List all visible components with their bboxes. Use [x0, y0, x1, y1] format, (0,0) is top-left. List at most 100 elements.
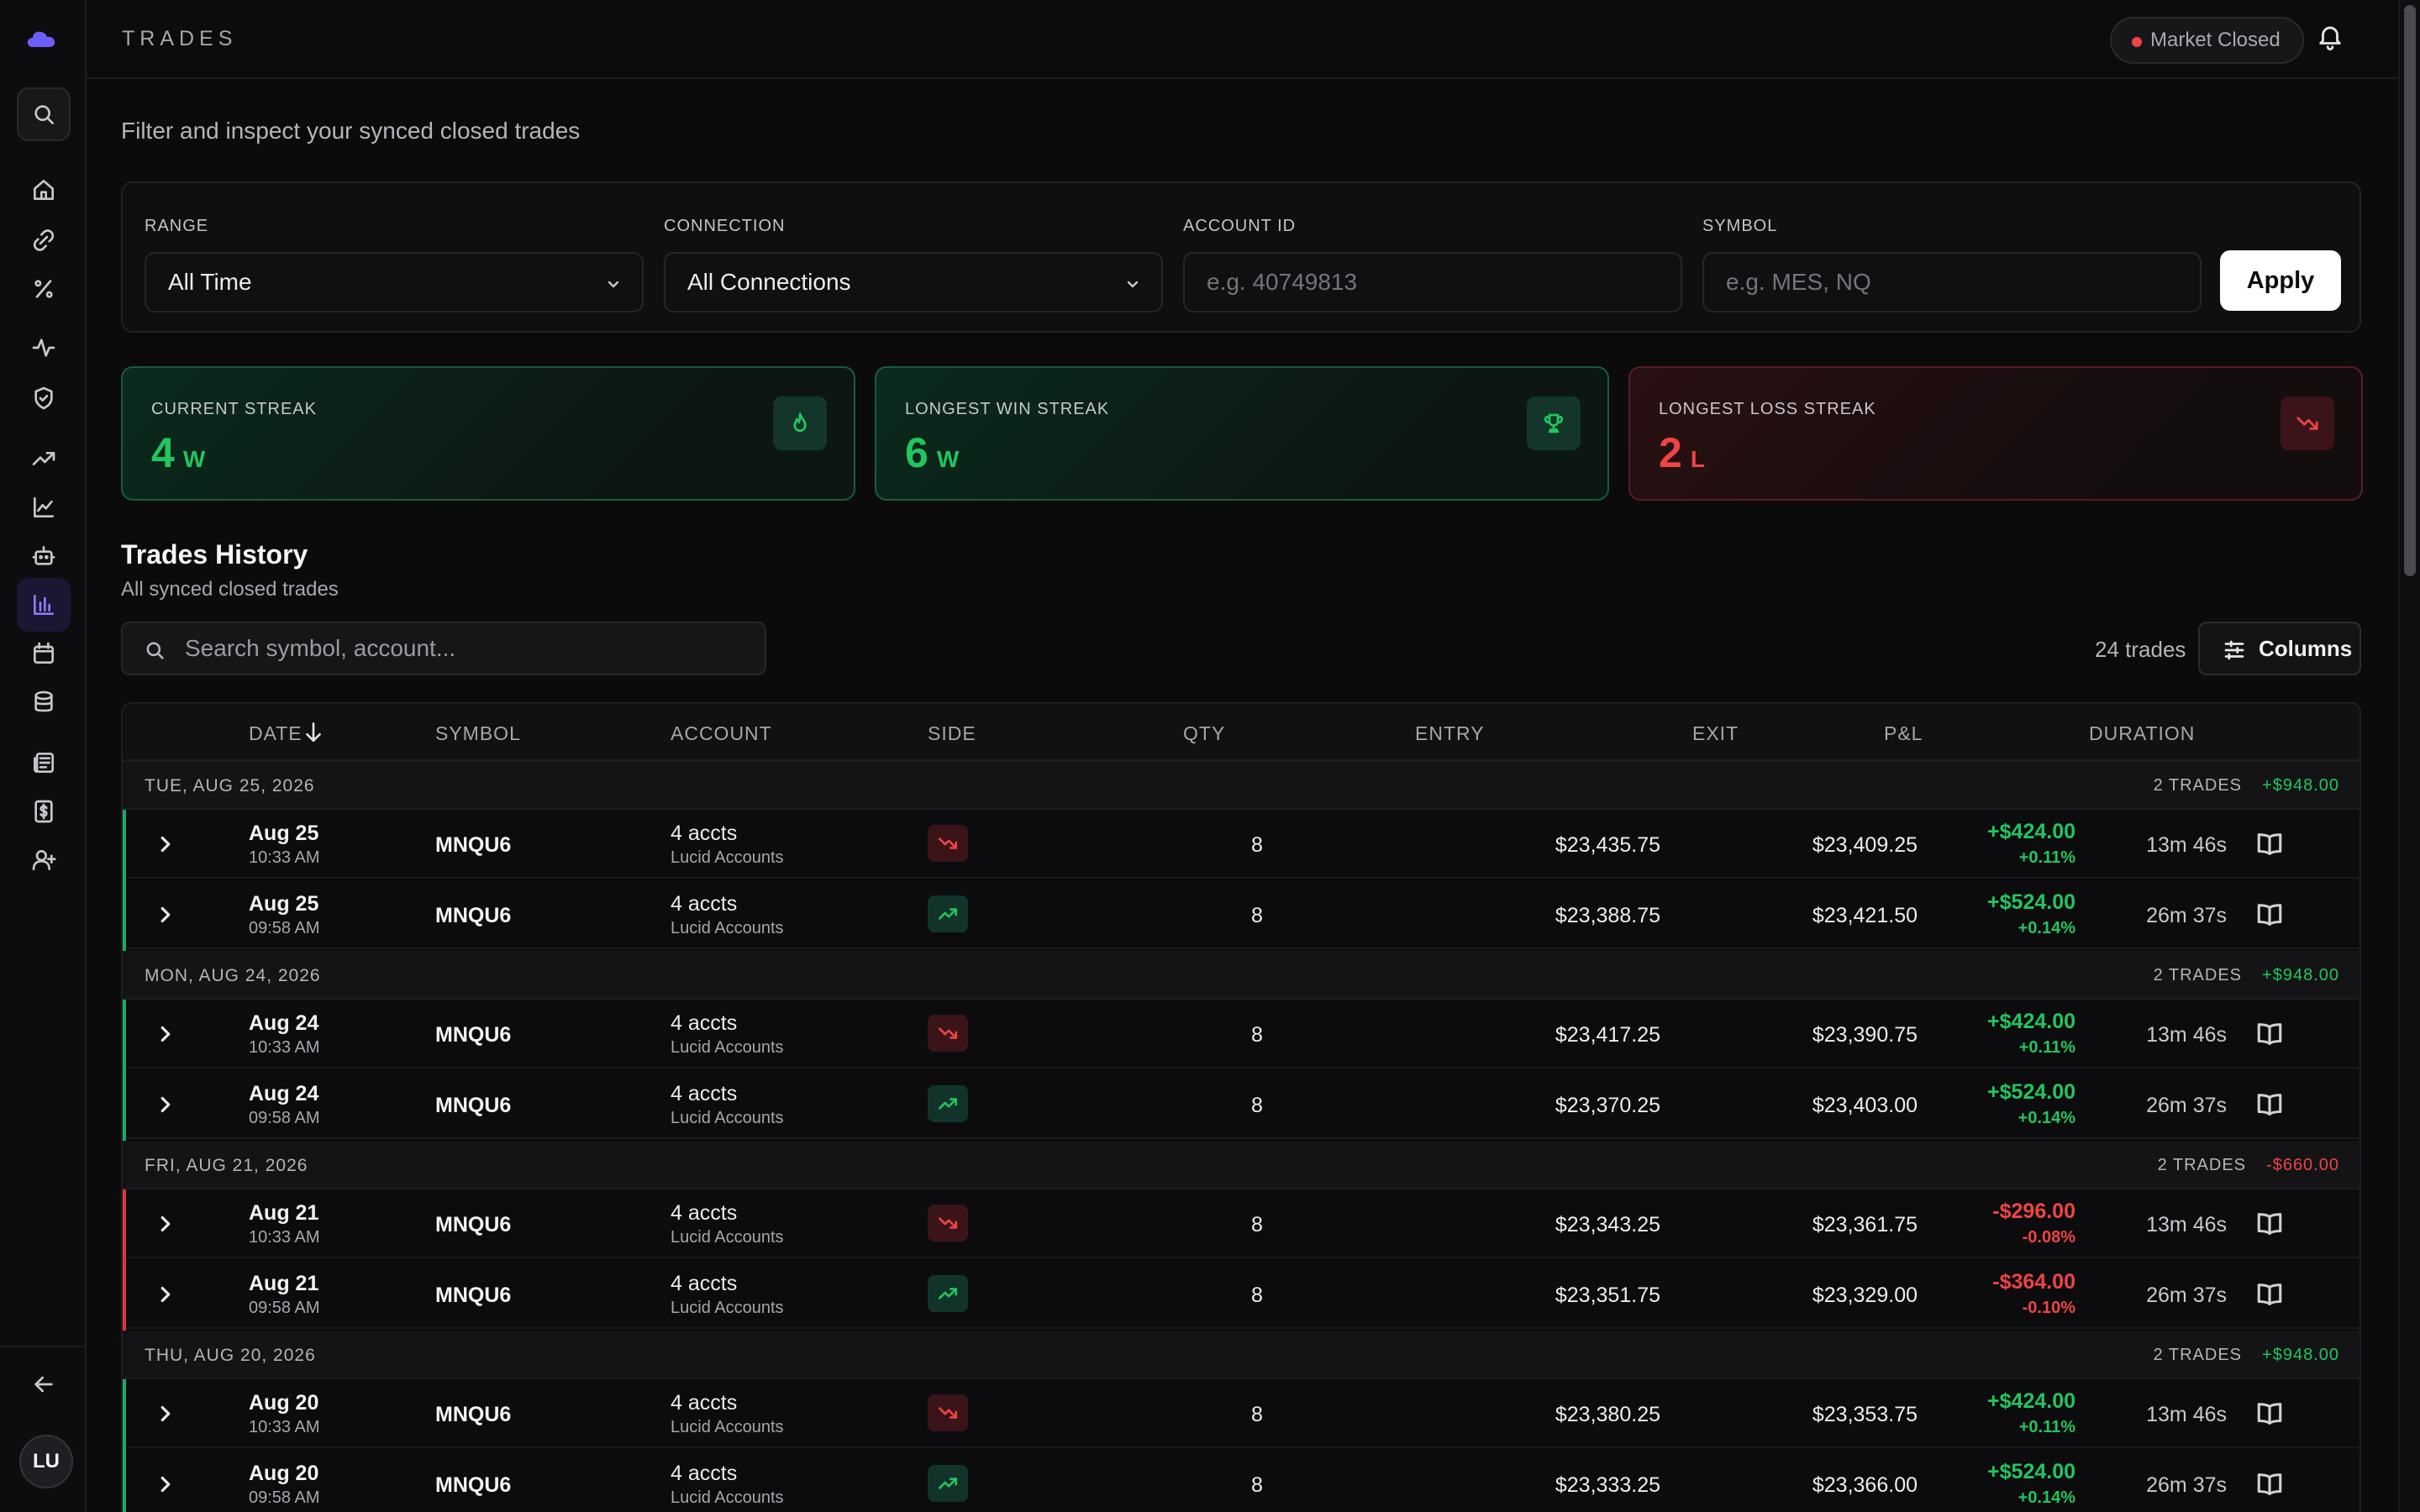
column-entry[interactable]: ENTRY: [1415, 722, 1485, 744]
sidebar-search-button[interactable]: [17, 87, 71, 141]
table-row[interactable]: Aug 25 09:58 AM MNQU6 4 accts Lucid Accounts…: [123, 880, 2360, 951]
result-indicator-bar: [123, 1000, 126, 1070]
trade-account-group: Lucid Accounts: [671, 1299, 784, 1317]
group-pnl: +$948.00: [2262, 1346, 2339, 1364]
side-badge-long: [928, 1465, 968, 1502]
trade-account: 4 accts: [671, 1011, 738, 1035]
journal-book-icon[interactable]: [2255, 830, 2284, 858]
sidebar-item-billing[interactable]: [17, 785, 71, 838]
account-id-field[interactable]: [1183, 252, 1682, 312]
table-row[interactable]: Aug 24 10:33 AM MNQU6 4 accts Lucid Accounts…: [123, 1000, 2360, 1070]
sidebar-item-invite[interactable]: [17, 833, 71, 887]
trade-duration: 13m 46s: [2146, 1403, 2227, 1426]
trade-pnl: +$524.00: [1987, 1460, 2075, 1483]
column-account[interactable]: ACCOUNT: [671, 722, 772, 744]
range-select[interactable]: All Time: [145, 252, 644, 312]
range-value: All Time: [168, 269, 252, 295]
journal-book-icon[interactable]: [2255, 1280, 2284, 1309]
table-row[interactable]: Aug 21 09:58 AM MNQU6 4 accts Lucid Accounts…: [123, 1260, 2360, 1331]
page-subtitle: Filter and inspect your synced closed tr…: [121, 118, 581, 144]
connection-select[interactable]: All Connections: [664, 252, 1163, 312]
trade-pnl-percent: +0.11%: [2018, 848, 2075, 867]
sidebar-item-trades[interactable]: [17, 578, 71, 632]
column-duration[interactable]: DURATION: [2089, 722, 2196, 744]
journal-book-icon[interactable]: [2255, 1210, 2284, 1238]
column-date[interactable]: DATE: [249, 722, 302, 744]
group-summary: 2 TRADES +$948.00: [2154, 966, 2339, 985]
column-qty[interactable]: QTY: [1183, 722, 1226, 744]
sidebar-item-line-chart[interactable]: [17, 480, 71, 534]
chevron-right-icon[interactable]: [153, 1401, 178, 1426]
trades-history-subtitle: All synced closed trades: [121, 578, 339, 601]
cloud-logo-icon[interactable]: [26, 27, 56, 50]
columns-button[interactable]: Columns: [2198, 622, 2361, 675]
trending-down-icon: [938, 1407, 958, 1419]
sidebar-item-calendar[interactable]: [17, 627, 71, 680]
sidebar-item-percent[interactable]: [17, 262, 71, 316]
account-id-input[interactable]: [1207, 269, 1681, 296]
trade-qty: 8: [1251, 1023, 1263, 1047]
sidebar-item-trending[interactable]: [17, 432, 71, 486]
column-side[interactable]: SIDE: [928, 722, 976, 744]
column-symbol[interactable]: SYMBOL: [435, 722, 521, 744]
sidebar: LU: [0, 0, 87, 1512]
journal-book-icon[interactable]: [2255, 1020, 2284, 1048]
table-row[interactable]: Aug 25 10:33 AM MNQU6 4 accts Lucid Accounts…: [123, 810, 2360, 880]
chevron-right-icon[interactable]: [153, 1472, 178, 1497]
trades-search-input[interactable]: Search symbol, account...: [121, 622, 766, 675]
chevron-right-icon[interactable]: [153, 1211, 178, 1236]
trending-down-icon: [2296, 417, 2318, 430]
journal-book-icon[interactable]: [2255, 900, 2284, 929]
sidebar-collapse-button[interactable]: [17, 1357, 71, 1411]
shield-icon: [34, 386, 53, 410]
notifications-button[interactable]: [2316, 22, 2349, 55]
result-indicator-bar: [123, 1379, 126, 1450]
trade-qty: 8: [1251, 1473, 1263, 1497]
sort-descending-icon[interactable]: [302, 721, 324, 744]
chevron-right-icon[interactable]: [153, 832, 178, 857]
sidebar-divider: [0, 1346, 87, 1347]
scrollbar-thumb[interactable]: [2404, 5, 2416, 576]
apply-button[interactable]: Apply: [2220, 250, 2341, 311]
percent-icon: [34, 280, 53, 298]
symbol-input[interactable]: [1726, 269, 2200, 296]
trending-up-icon: [32, 452, 55, 465]
trade-symbol: MNQU6: [435, 1403, 512, 1426]
chevron-right-icon[interactable]: [153, 902, 178, 927]
sidebar-item-database[interactable]: [17, 675, 71, 729]
date-group-header: THU, AUG 20, 2026 2 TRADES +$948.00: [123, 1331, 2360, 1379]
trade-date: Aug 20: [249, 1462, 319, 1485]
journal-book-icon[interactable]: [2255, 1470, 2284, 1499]
sidebar-item-journal[interactable]: [17, 736, 71, 790]
trade-exit: $23,421.50: [1812, 904, 1918, 927]
sidebar-item-home[interactable]: [17, 163, 71, 217]
journal-book-icon[interactable]: [2255, 1090, 2284, 1119]
symbol-field[interactable]: [1702, 252, 2202, 312]
result-indicator-bar: [123, 1189, 126, 1260]
chevron-right-icon[interactable]: [153, 1092, 178, 1117]
column-pnl[interactable]: P&L: [1884, 722, 1923, 744]
page-scrollbar[interactable]: [2398, 0, 2420, 1512]
trade-exit: $23,329.00: [1812, 1284, 1918, 1307]
sidebar-item-connections[interactable]: [17, 213, 71, 267]
sidebar-item-shield[interactable]: [17, 371, 71, 425]
sidebar-item-bot[interactable]: [17, 529, 71, 583]
trades-history-title: Trades History: [121, 539, 308, 570]
table-row[interactable]: Aug 24 09:58 AM MNQU6 4 accts Lucid Accounts…: [123, 1070, 2360, 1141]
journal-book-icon[interactable]: [2255, 1399, 2284, 1428]
bar-chart-icon: [34, 595, 54, 615]
sidebar-item-activity[interactable]: [17, 321, 71, 375]
column-exit[interactable]: EXIT: [1692, 722, 1739, 744]
table-row[interactable]: Aug 20 10:33 AM MNQU6 4 accts Lucid Accounts…: [123, 1379, 2360, 1450]
chevron-right-icon[interactable]: [153, 1021, 178, 1047]
table-row[interactable]: Aug 20 09:58 AM MNQU6 4 accts Lucid Accounts…: [123, 1450, 2360, 1512]
chevron-right-icon[interactable]: [153, 1282, 178, 1307]
group-summary: 2 TRADES -$660.00: [2158, 1156, 2339, 1175]
table-row[interactable]: Aug 21 10:33 AM MNQU6 4 accts Lucid Accounts…: [123, 1189, 2360, 1260]
avatar[interactable]: LU: [19, 1435, 73, 1488]
trade-qty: 8: [1251, 833, 1263, 857]
group-summary: 2 TRADES +$948.00: [2154, 776, 2339, 795]
